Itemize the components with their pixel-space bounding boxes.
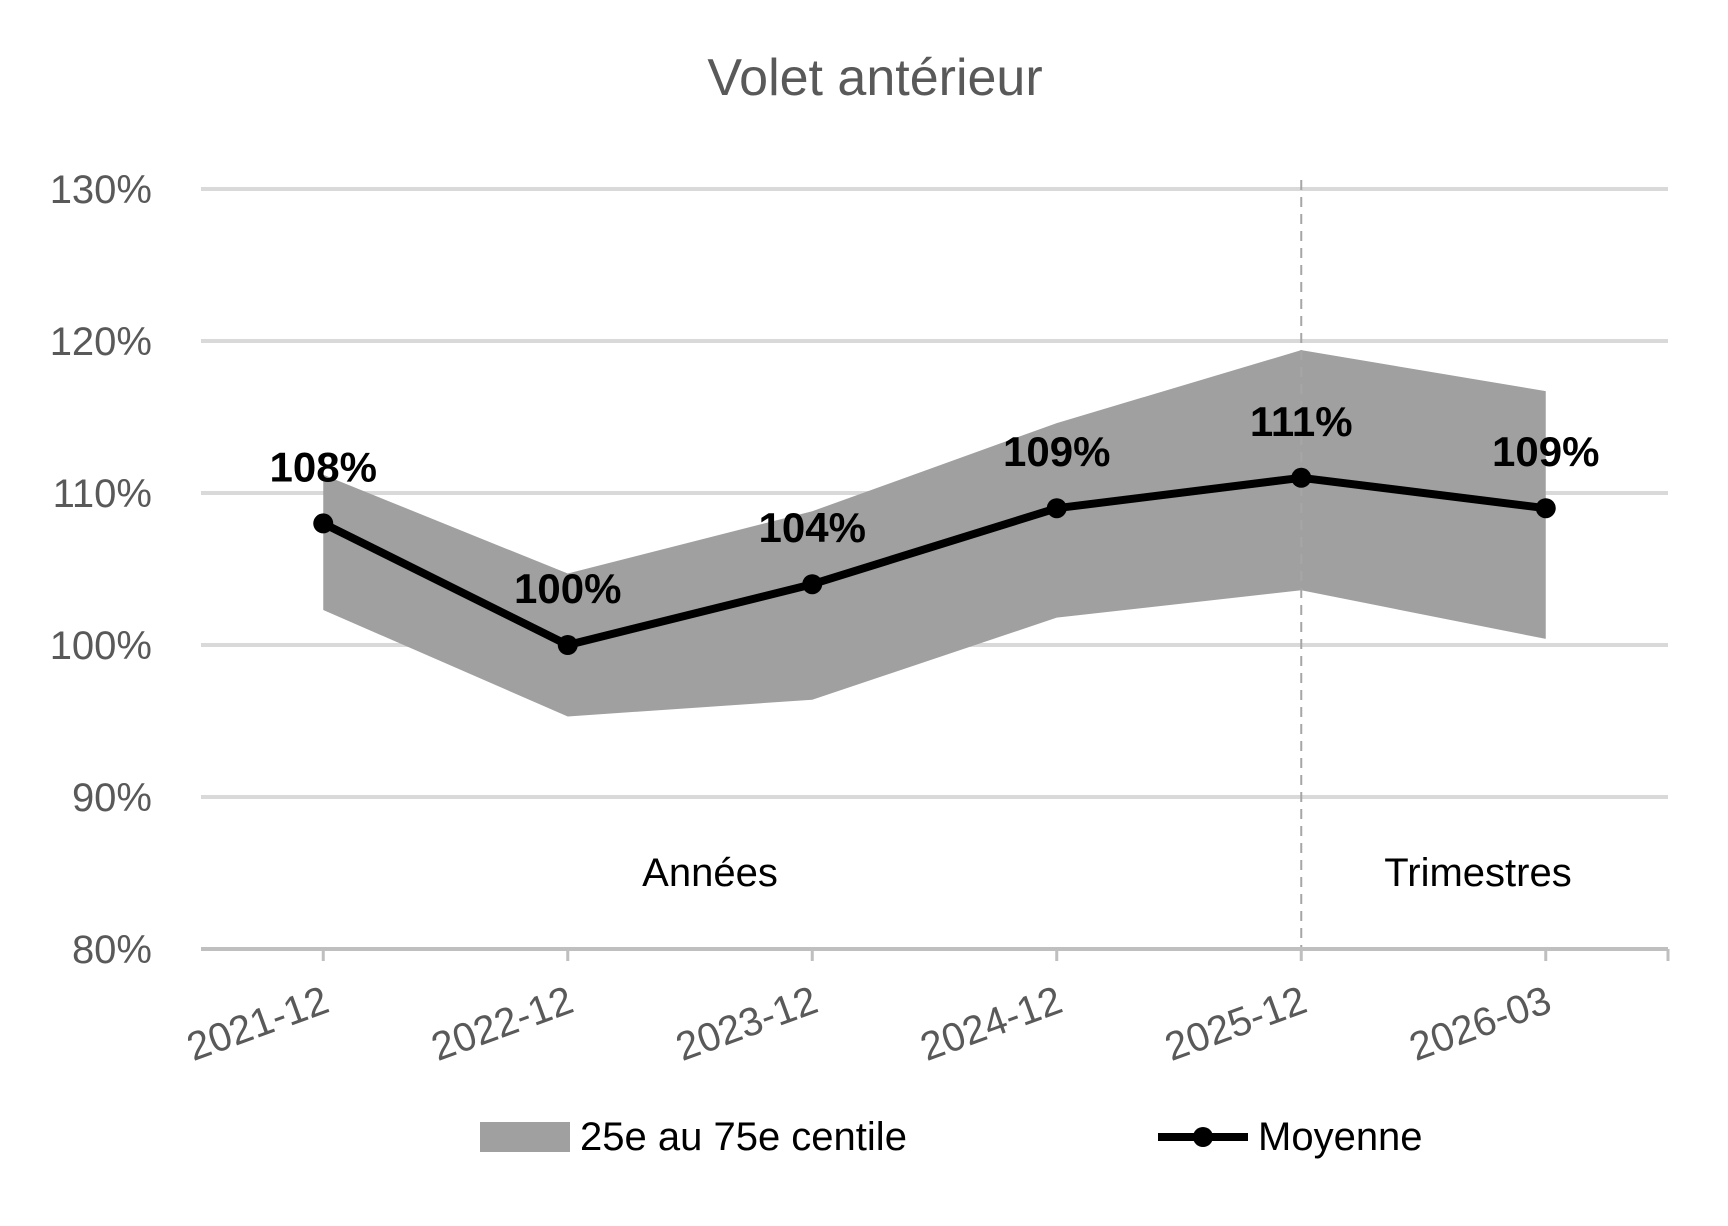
x-tick-label: 2022-12 bbox=[426, 978, 579, 1070]
y-tick-label: 110% bbox=[53, 472, 152, 516]
mean-point bbox=[1046, 498, 1067, 519]
y-tick-label: 120% bbox=[50, 320, 152, 364]
mean-point bbox=[313, 513, 334, 534]
x-tick-label: 2024-12 bbox=[915, 978, 1068, 1070]
legend-line-label: Moyenne bbox=[1258, 1115, 1423, 1159]
data-label: 108% bbox=[270, 443, 377, 490]
mean-point bbox=[557, 635, 578, 655]
data-label: 104% bbox=[759, 504, 866, 551]
legend: 25e au 75e centile Moyenne bbox=[480, 1115, 1423, 1159]
y-tick-label: 100% bbox=[50, 624, 152, 668]
mean-point bbox=[1291, 467, 1312, 488]
data-label: 109% bbox=[1003, 428, 1110, 475]
x-tick-label: 2021-12 bbox=[181, 978, 334, 1070]
y-tick-label: 90% bbox=[72, 776, 152, 820]
data-label: 109% bbox=[1492, 428, 1599, 475]
data-label: 111% bbox=[1250, 398, 1353, 445]
y-tick-label: 130% bbox=[50, 168, 152, 212]
y-tick-label: 80% bbox=[72, 928, 152, 972]
x-tick-label: 2023-12 bbox=[670, 978, 823, 1070]
mean-line bbox=[321, 473, 1547, 649]
data-label: 100% bbox=[514, 565, 621, 612]
mean-point bbox=[802, 574, 823, 595]
annotation-annees: Années bbox=[642, 851, 778, 895]
x-tick-label: 2026-03 bbox=[1404, 978, 1557, 1070]
annotation-trimestres: Trimestres bbox=[1384, 851, 1571, 895]
percentile-band bbox=[323, 350, 1546, 717]
mean-point bbox=[1535, 498, 1556, 519]
legend-band-label: 25e au 75e centile bbox=[580, 1115, 907, 1159]
x-tick-label: 2025-12 bbox=[1159, 978, 1312, 1070]
legend-line-marker bbox=[1193, 1127, 1213, 1147]
legend-band-swatch bbox=[480, 1122, 570, 1152]
chart-title: Volet antérieur bbox=[707, 49, 1042, 107]
